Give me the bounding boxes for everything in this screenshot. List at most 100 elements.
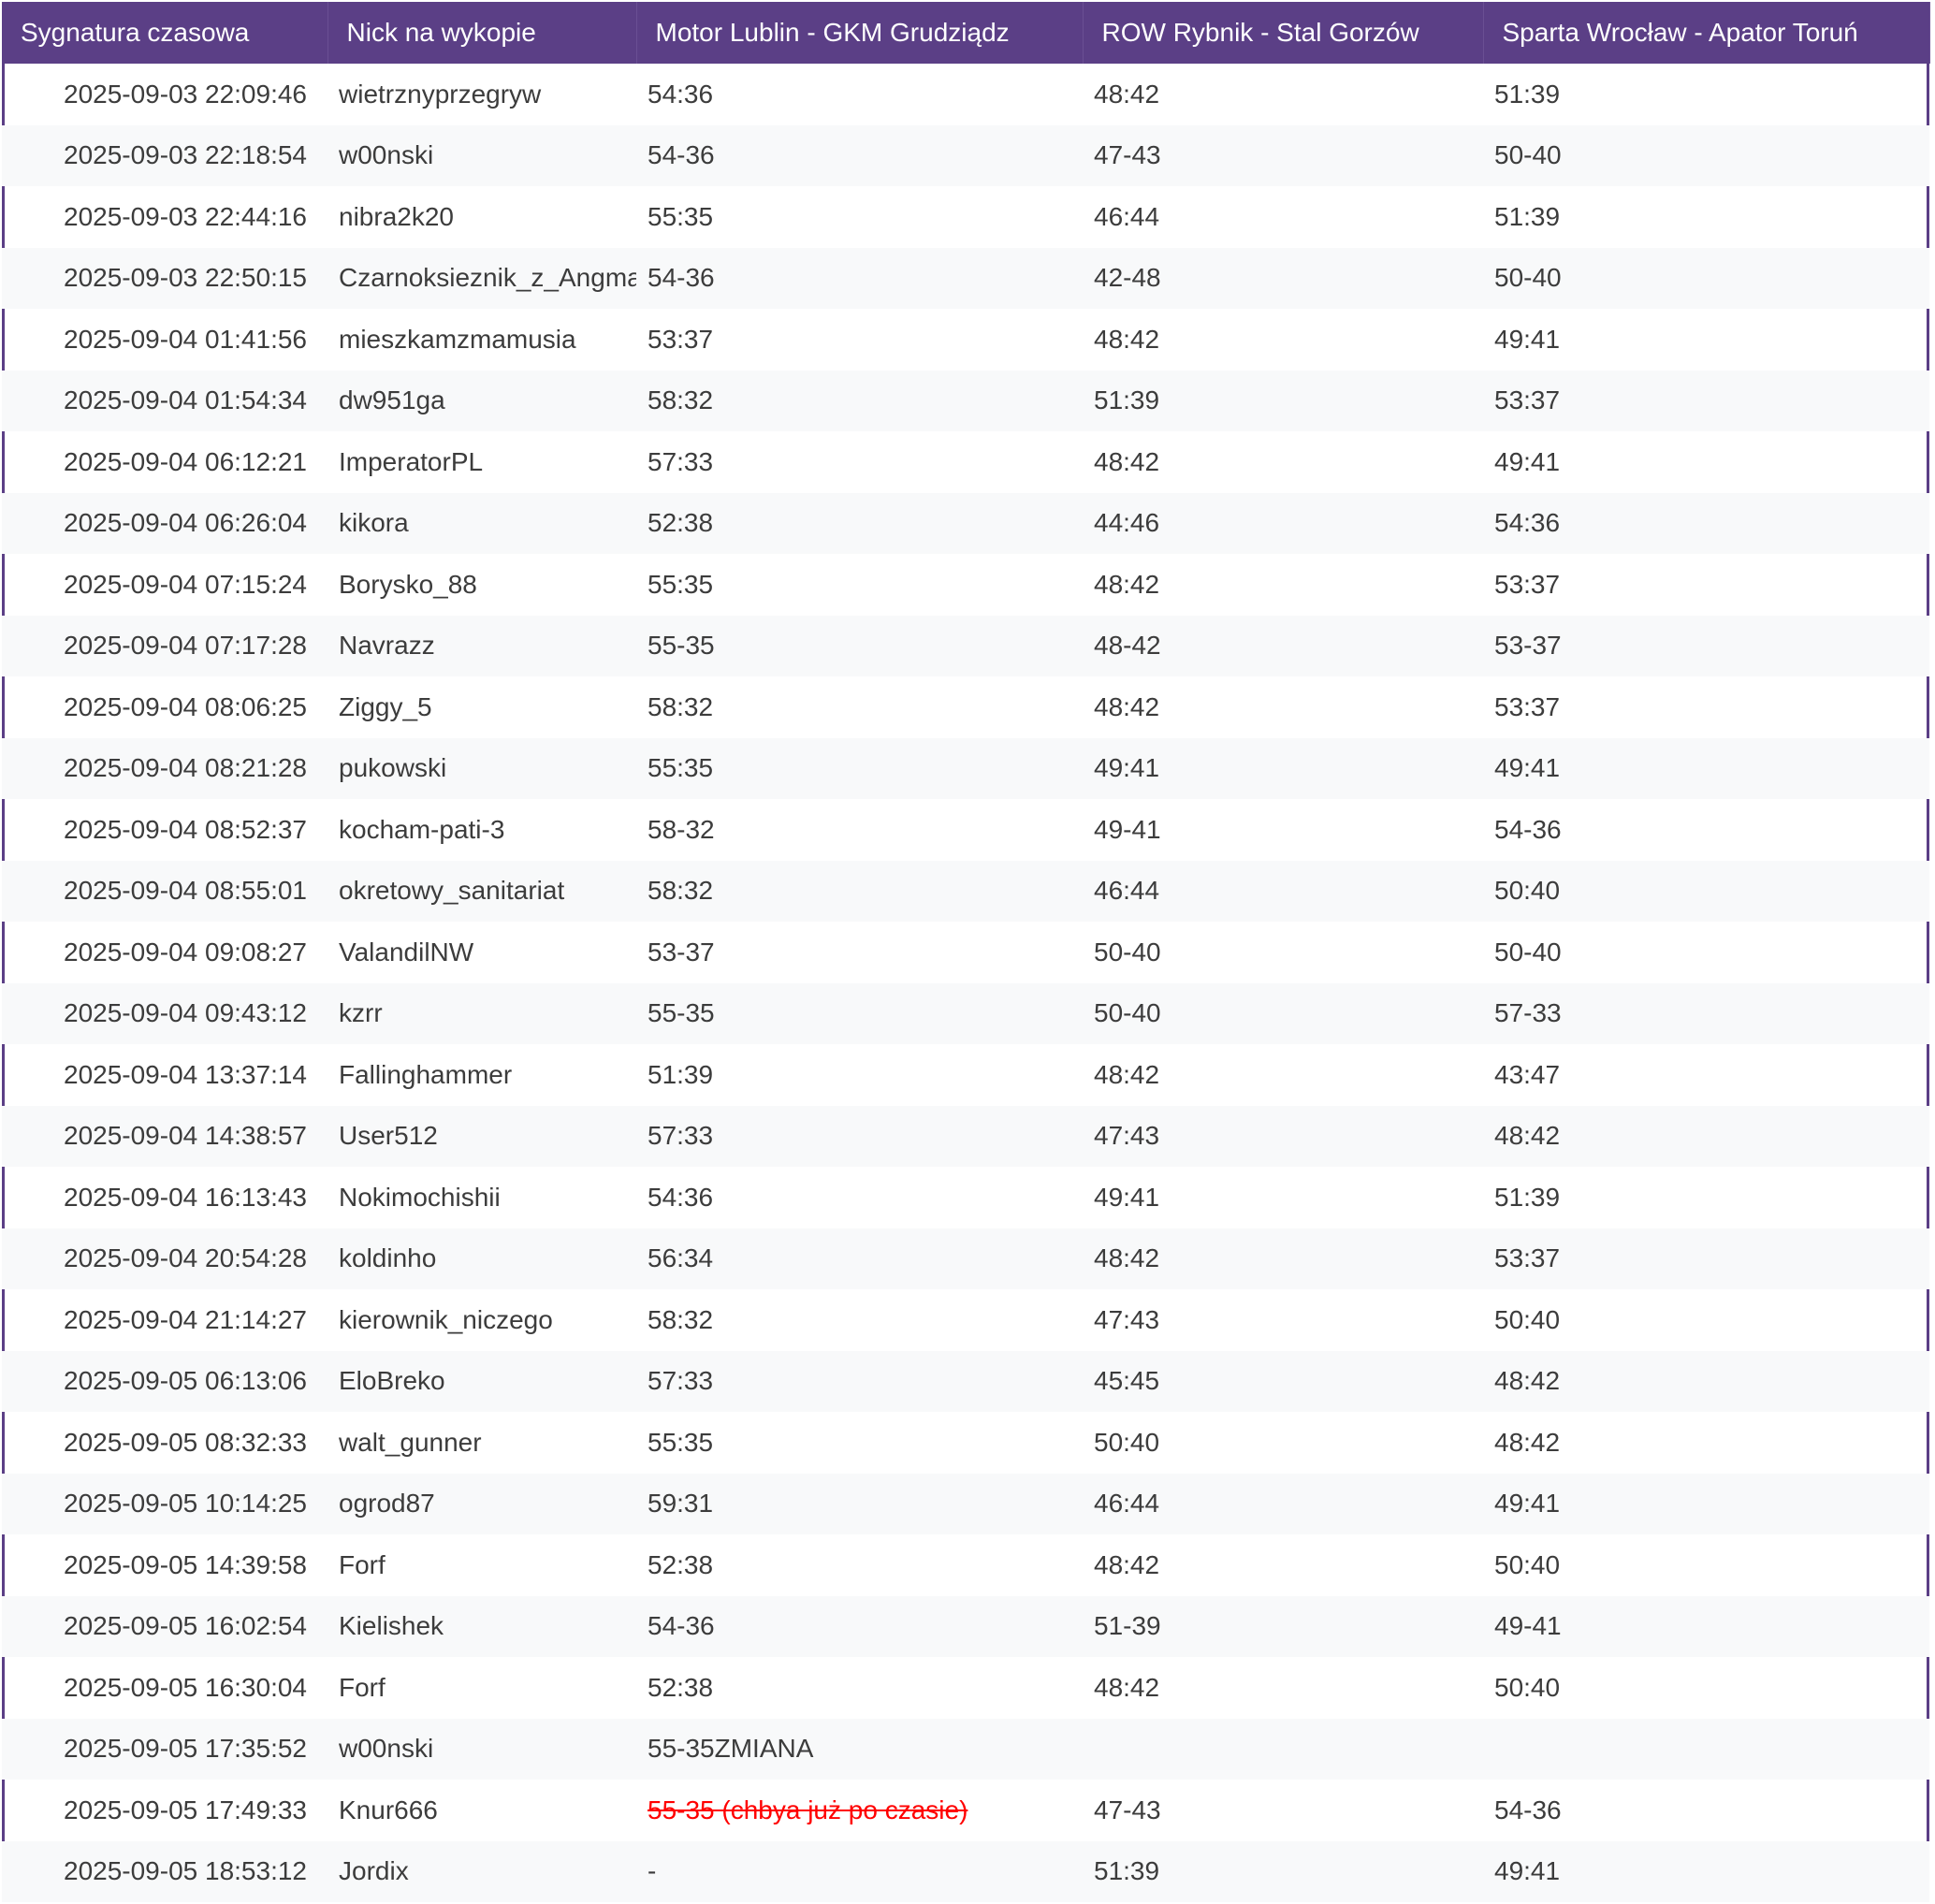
match-1-cell: 58:32 [647, 691, 714, 721]
match-1-cell: 52:38 [647, 508, 714, 538]
timestamp-cell: 2025-09-04 01:41:56 [64, 324, 307, 354]
nick-cell: Jordix [339, 1856, 409, 1886]
header-nick[interactable]: Nick na wykopie [327, 2, 637, 64]
nick-cell: walt_gunner [339, 1427, 482, 1457]
nick-cell: koldinho [339, 1243, 437, 1273]
match-1-cell: 57:33 [647, 1366, 714, 1396]
match-3-cell: 49:41 [1494, 446, 1561, 476]
match-2-cell: 46:44 [1094, 201, 1160, 231]
timestamp-cell: 2025-09-04 07:17:28 [64, 631, 307, 661]
match-2-cell: 48:42 [1094, 1243, 1160, 1273]
table-row: 2025-09-04 07:17:28 Navrazz 55-35 48-42 53-3… [2, 615, 1929, 676]
timestamp-cell: 2025-09-04 08:52:37 [64, 814, 307, 844]
nick-cell: nibra2k20 [339, 201, 454, 231]
match-3-cell: 48:42 [1494, 1427, 1561, 1457]
header-match-3[interactable]: Sparta Wrocław - Apator Toruń [1483, 2, 1930, 64]
nick-cell: ogrod87 [339, 1489, 435, 1519]
match-1-cell: 57:33 [647, 446, 714, 476]
table-row: 2025-09-04 16:13:43 Nokimochishii 54:36 49:… [2, 1167, 1929, 1228]
header-match-2[interactable]: ROW Rybnik - Stal Gorzów [1083, 2, 1484, 64]
match-1-cell: 55:35 [647, 1427, 714, 1457]
match-2-cell: 48-42 [1094, 631, 1161, 661]
table-row: 2025-09-04 09:43:12 kzrr 55-35 50-40 57-33 [2, 982, 1929, 1044]
match-2-cell: 50-40 [1094, 998, 1161, 1028]
table-row: 2025-09-04 08:06:25 Ziggy_5 58:32 48:42 53:3… [2, 676, 1929, 738]
match-3-cell: 51:39 [1494, 1182, 1561, 1212]
match-2-cell: 49-41 [1094, 814, 1161, 844]
timestamp-cell: 2025-09-03 22:44:16 [64, 201, 307, 231]
nick-cell: ValandilNW [339, 937, 474, 967]
match-3-cell: 54:36 [1494, 508, 1561, 538]
match-1-cell: 55-35ZMIANA [647, 1734, 814, 1764]
table-row: 2025-09-05 14:39:58 Forf 52:38 48:42 50:40 [2, 1534, 1929, 1596]
table-row: 2025-09-03 22:50:15 Czarnoksieznik_z_Angm… [2, 247, 1929, 309]
header-match-1[interactable]: Motor Lublin - GKM Grudziądz [636, 2, 1084, 64]
match-1-cell: 52:38 [647, 1672, 714, 1702]
table-row: 2025-09-05 16:02:54 Kielishek 54-36 51-39 49… [2, 1595, 1929, 1657]
match-3-cell: 51:39 [1494, 201, 1561, 231]
match-2-cell: 50:40 [1094, 1427, 1160, 1457]
match-2-cell: 51:39 [1094, 385, 1160, 415]
timestamp-cell: 2025-09-04 06:26:04 [64, 508, 307, 538]
table-row: 2025-09-04 01:41:56 mieszkamzmamusia 53:37… [2, 309, 1929, 371]
nick-cell: wietrznyprzegryw [339, 79, 542, 109]
nick-cell: Nokimochishii [339, 1182, 501, 1212]
table-row: 2025-09-03 22:18:54 w00nski 54-36 47-43 50-4… [2, 124, 1929, 186]
table-row: 2025-09-04 14:38:57 User512 57:33 47:43 48:4… [2, 1105, 1929, 1167]
match-1-cell: 55-35 (chbya już po czasie) [647, 1795, 968, 1824]
match-2-cell: 46:44 [1094, 1489, 1160, 1519]
match-3-cell: 53-37 [1494, 631, 1562, 661]
match-2-cell: 48:42 [1094, 1672, 1160, 1702]
nick-cell: w00nski [339, 1734, 434, 1764]
table-row: 2025-09-04 08:55:01 okretowy_sanitariat 58… [2, 860, 1929, 922]
match-1-cell: 55-35 [647, 998, 715, 1028]
nick-cell: Czarnoksieznik_z_Angmaru [339, 263, 636, 293]
nick-cell: User512 [339, 1121, 438, 1151]
timestamp-cell: 2025-09-05 08:32:33 [64, 1427, 307, 1457]
match-2-cell: 47-43 [1094, 140, 1161, 170]
timestamp-cell: 2025-09-05 14:39:58 [64, 1549, 307, 1579]
timestamp-cell: 2025-09-04 09:08:27 [64, 937, 307, 967]
match-3-cell: 50-40 [1494, 937, 1562, 967]
match-1-cell: 52:38 [647, 1549, 714, 1579]
nick-cell: w00nski [339, 140, 434, 170]
match-1-cell: 54:36 [647, 79, 714, 109]
nick-cell: Forf [339, 1549, 386, 1579]
match-1-cell: 59:31 [647, 1489, 714, 1519]
table-row: 2025-09-04 01:54:34 dw951ga 58:32 51:39 53:3… [2, 370, 1929, 431]
match-2-cell: 45:45 [1094, 1366, 1160, 1396]
match-3-cell: 53:37 [1494, 385, 1561, 415]
table-row: 2025-09-04 06:26:04 kikora 52:38 44:46 54:36 [2, 492, 1929, 554]
table-row: 2025-09-04 21:14:27 kierownik_niczego 58:3… [2, 1289, 1929, 1351]
timestamp-cell: 2025-09-05 16:30:04 [64, 1672, 307, 1702]
match-2-cell: 44:46 [1094, 508, 1160, 538]
timestamp-cell: 2025-09-05 17:49:33 [64, 1795, 307, 1824]
match-1-cell: 58:32 [647, 385, 714, 415]
match-2-cell: 48:42 [1094, 324, 1160, 354]
timestamp-cell: 2025-09-03 22:18:54 [64, 140, 307, 170]
nick-cell: Borysko_88 [339, 569, 477, 599]
table-row: 2025-09-05 18:53:12 Jordix - 51:39 49:41 [2, 1840, 1929, 1902]
match-3-cell: 53:37 [1494, 1243, 1561, 1273]
timestamp-cell: 2025-09-04 08:21:28 [64, 753, 307, 783]
header-row: Sygnatura czasowa Nick na wykopie Motor … [2, 2, 1930, 64]
table-row: 2025-09-04 08:52:37 kocham-pati-3 58-32 49-… [2, 799, 1929, 861]
match-1-cell: 54-36 [647, 1611, 715, 1641]
match-2-cell: 51-39 [1094, 1611, 1161, 1641]
header-timestamp[interactable]: Sygnatura czasowa [2, 2, 328, 64]
nick-cell: kocham-pati-3 [339, 814, 505, 844]
match-1-cell: 55:35 [647, 569, 714, 599]
table-row: 2025-09-05 17:35:52 w00nski 55-35ZMIANA [2, 1718, 1929, 1780]
match-3-cell: 49:41 [1494, 324, 1561, 354]
nick-cell: dw951ga [339, 385, 445, 415]
timestamp-cell: 2025-09-05 06:13:06 [64, 1366, 307, 1396]
timestamp-cell: 2025-09-04 21:14:27 [64, 1304, 307, 1334]
timestamp-cell: 2025-09-04 07:15:24 [64, 569, 307, 599]
timestamp-cell: 2025-09-04 08:55:01 [64, 876, 307, 906]
match-2-cell: 49:41 [1094, 1182, 1160, 1212]
match-2-cell: 49:41 [1094, 753, 1160, 783]
match-3-cell: 54-36 [1494, 1795, 1562, 1824]
nick-cell: EloBreko [339, 1366, 445, 1396]
match-3-cell: 50-40 [1494, 263, 1562, 293]
